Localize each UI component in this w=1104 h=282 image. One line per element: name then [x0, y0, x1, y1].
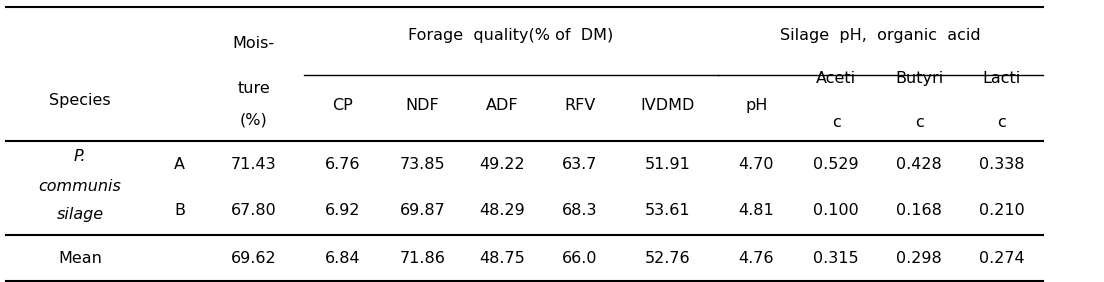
Text: IVDMD: IVDMD [640, 98, 696, 113]
Text: Species: Species [50, 92, 110, 108]
Text: 67.80: 67.80 [231, 202, 277, 218]
Text: c: c [998, 115, 1006, 130]
Text: 6.92: 6.92 [325, 202, 360, 218]
Text: 0.274: 0.274 [979, 250, 1025, 266]
Text: 4.70: 4.70 [739, 157, 774, 173]
Text: 66.0: 66.0 [562, 250, 597, 266]
Text: 69.62: 69.62 [231, 250, 277, 266]
Text: Butyri: Butyri [895, 71, 943, 87]
Text: 4.81: 4.81 [739, 202, 774, 218]
Text: 0.168: 0.168 [896, 202, 942, 218]
Text: 48.29: 48.29 [479, 202, 526, 218]
Text: 0.315: 0.315 [814, 250, 859, 266]
Text: 69.87: 69.87 [400, 202, 445, 218]
Text: 4.76: 4.76 [739, 250, 774, 266]
Text: 53.61: 53.61 [645, 202, 691, 218]
Text: B: B [174, 202, 184, 218]
Text: silage: silage [56, 207, 104, 222]
Text: 0.100: 0.100 [814, 202, 859, 218]
Text: Mean: Mean [59, 250, 102, 266]
Text: CP: CP [332, 98, 352, 113]
Text: 68.3: 68.3 [562, 202, 597, 218]
Text: ture: ture [237, 81, 270, 96]
Text: 6.76: 6.76 [325, 157, 360, 173]
Text: RFV: RFV [564, 98, 595, 113]
Text: 71.43: 71.43 [231, 157, 277, 173]
Text: Silage  pH,  organic  acid: Silage pH, organic acid [781, 28, 980, 43]
Text: 71.86: 71.86 [400, 250, 445, 266]
Text: A: A [174, 157, 184, 173]
Text: Lacti: Lacti [983, 71, 1021, 87]
Text: 0.210: 0.210 [979, 202, 1025, 218]
Text: 0.529: 0.529 [814, 157, 859, 173]
Text: (%): (%) [240, 112, 268, 127]
Text: 63.7: 63.7 [562, 157, 597, 173]
Text: 0.338: 0.338 [979, 157, 1025, 173]
Text: communis: communis [39, 179, 121, 194]
Text: 6.84: 6.84 [325, 250, 360, 266]
Text: 51.91: 51.91 [645, 157, 691, 173]
Text: c: c [915, 115, 923, 130]
Text: Forage  quality(% of  DM): Forage quality(% of DM) [408, 28, 613, 43]
Text: NDF: NDF [405, 98, 439, 113]
Text: Mois-: Mois- [233, 36, 275, 51]
Text: 52.76: 52.76 [645, 250, 691, 266]
Text: 48.75: 48.75 [479, 250, 526, 266]
Text: 73.85: 73.85 [400, 157, 445, 173]
Text: 0.298: 0.298 [896, 250, 942, 266]
Text: pH: pH [745, 98, 767, 113]
Text: Aceti: Aceti [816, 71, 857, 87]
Text: 49.22: 49.22 [479, 157, 526, 173]
Text: c: c [832, 115, 840, 130]
Text: P.: P. [74, 149, 86, 164]
Text: ADF: ADF [486, 98, 519, 113]
Text: 0.428: 0.428 [896, 157, 942, 173]
